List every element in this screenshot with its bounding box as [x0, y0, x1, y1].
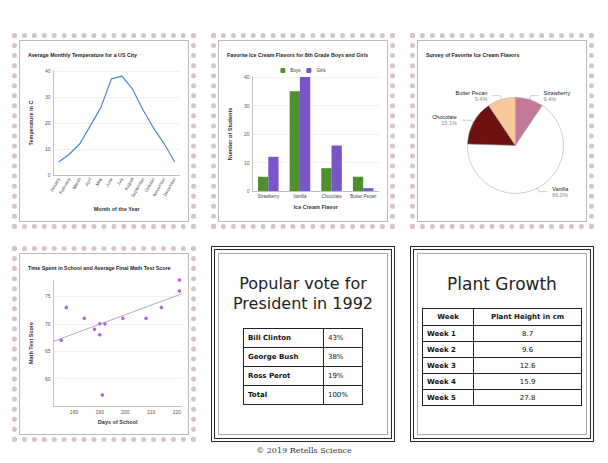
- html-text:© 2019 Retells Science: © 2019 Retells Science: [256, 446, 352, 455]
- html-text:Total: Total: [248, 391, 268, 399]
- svg-text:190: 190: [96, 409, 105, 415]
- svg-text:Chocolate: Chocolate: [321, 194, 342, 199]
- svg-text:9.4%: 9.4%: [544, 96, 557, 102]
- svg-text:November: November: [151, 176, 167, 198]
- svg-text:30: 30: [244, 103, 250, 109]
- svg-text:September: September: [130, 176, 146, 198]
- svg-text:Survey of Favorite Ice Cream F: Survey of Favorite Ice Cream Flavors: [426, 52, 519, 58]
- svg-text:Average Monthly Temperature fo: Average Monthly Temperature for a US Cit…: [28, 52, 137, 58]
- svg-text:Vanilla: Vanilla: [552, 185, 569, 192]
- html-text:Week 2: Week 2: [427, 345, 456, 354]
- html-text:9.6: 9.6: [522, 345, 534, 354]
- html-text:12.6: 12.6: [519, 361, 536, 370]
- svg-text:Strawberry: Strawberry: [257, 194, 280, 199]
- html-text:27.8: 27.8: [519, 393, 536, 402]
- html-text:Popular vote for President in: Popular vote for President in 1992: [232, 274, 373, 313]
- html-text:Week 4: Week 4: [427, 377, 456, 386]
- svg-text:20: 20: [45, 120, 51, 126]
- svg-text:0: 0: [247, 188, 250, 194]
- svg-text:15.1%: 15.1%: [441, 120, 457, 126]
- svg-text:Butter Pecan: Butter Pecan: [350, 194, 377, 199]
- svg-text:March: March: [71, 176, 82, 190]
- svg-text:70: 70: [45, 321, 51, 327]
- svg-text:9.4%: 9.4%: [475, 96, 488, 102]
- svg-text:210: 210: [147, 409, 156, 415]
- svg-text:65: 65: [45, 348, 51, 354]
- html-text:19%: 19%: [328, 372, 344, 380]
- svg-text:January: January: [48, 176, 61, 194]
- html-text:Week 3: Week 3: [427, 361, 456, 370]
- html-text:Ross Perot: Ross Perot: [248, 372, 291, 380]
- svg-text:Ice Cream Flavor: Ice Cream Flavor: [294, 204, 339, 210]
- svg-text:July: July: [116, 176, 125, 186]
- svg-text:Time Spent in School and Avera: Time Spent in School and Average Final M…: [28, 265, 171, 271]
- svg-text:20: 20: [244, 131, 250, 137]
- html-text:Week 5: Week 5: [427, 393, 456, 402]
- svg-text:August: August: [123, 176, 135, 192]
- svg-text:60: 60: [45, 376, 51, 382]
- svg-text:30: 30: [45, 94, 51, 100]
- html-text:Plant Growth: Plant Growth: [447, 274, 557, 294]
- svg-text:October: October: [143, 176, 156, 194]
- svg-text:April: April: [84, 177, 93, 187]
- html-text:George Bush: George Bush: [248, 353, 299, 361]
- html-text:38%: 38%: [328, 353, 344, 361]
- svg-text:May: May: [95, 176, 104, 186]
- svg-text:Girls: Girls: [316, 68, 326, 73]
- svg-text:40: 40: [45, 68, 51, 74]
- svg-text:Chocolate: Chocolate: [432, 114, 457, 121]
- svg-text:10: 10: [45, 146, 51, 152]
- html-text:Week 1: Week 1: [427, 329, 456, 338]
- svg-text:Vanilla: Vanilla: [293, 194, 307, 199]
- svg-text:200: 200: [121, 409, 130, 415]
- svg-text:10: 10: [244, 160, 250, 166]
- svg-text:June: June: [104, 176, 113, 187]
- svg-text:February: February: [58, 176, 72, 195]
- html-text:100%: 100%: [328, 391, 348, 399]
- svg-text:Days of School: Days of School: [98, 419, 138, 425]
- svg-text:Temperature in C: Temperature in C: [28, 101, 34, 146]
- svg-text:Butter Pecan: Butter Pecan: [455, 89, 488, 96]
- svg-text:40: 40: [244, 74, 250, 80]
- svg-text:0: 0: [48, 172, 51, 178]
- svg-text:December: December: [162, 176, 177, 197]
- svg-text:Favorite Ice Cream Flavors for: Favorite Ice Cream Flavors for 8th Grade…: [227, 52, 368, 58]
- html-text:15.9: 15.9: [519, 377, 536, 386]
- svg-text:Number of Students: Number of Students: [227, 108, 233, 161]
- svg-text:Strawberry: Strawberry: [543, 89, 571, 96]
- svg-text:75: 75: [45, 293, 51, 299]
- html-text:8.7: 8.7: [522, 329, 534, 338]
- svg-text:Boys: Boys: [290, 68, 301, 73]
- html-text:Plant Height in cm: Plant Height in cm: [491, 313, 565, 321]
- svg-text:220: 220: [173, 409, 182, 415]
- html-text:Week: Week: [437, 313, 459, 321]
- html-text:43%: 43%: [328, 334, 344, 342]
- svg-text:66.0%: 66.0%: [552, 192, 568, 198]
- svg-text:Month of the Year: Month of the Year: [94, 206, 141, 212]
- svg-text:180: 180: [70, 409, 79, 415]
- svg-text:Math Test Score: Math Test Score: [28, 322, 34, 364]
- html-text:Bill Clinton: Bill Clinton: [248, 334, 291, 342]
